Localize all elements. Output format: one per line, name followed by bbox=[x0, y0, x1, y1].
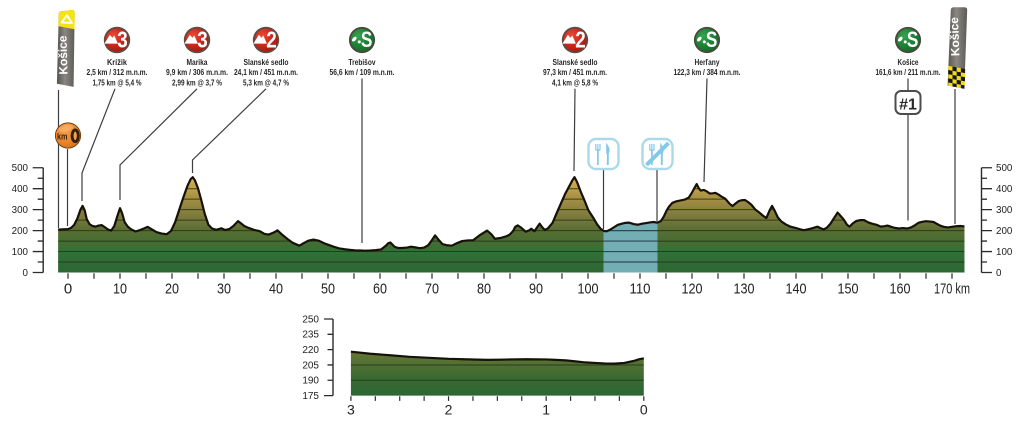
svg-text:km: km bbox=[57, 131, 67, 142]
svg-text:220: 220 bbox=[302, 345, 319, 356]
svg-text:0: 0 bbox=[64, 281, 72, 298]
svg-text:205: 205 bbox=[302, 360, 319, 371]
svg-text:0: 0 bbox=[640, 402, 648, 418]
svg-text:160: 160 bbox=[890, 281, 911, 298]
svg-text:130: 130 bbox=[734, 281, 755, 298]
svg-text:10: 10 bbox=[113, 281, 127, 298]
svg-text:250: 250 bbox=[302, 314, 319, 325]
svg-text:161,6 km / 211 m.n.m.: 161,6 km / 211 m.n.m. bbox=[876, 67, 941, 77]
svg-text:500: 500 bbox=[12, 163, 29, 174]
svg-text:300: 300 bbox=[996, 205, 1013, 216]
svg-text:120: 120 bbox=[682, 281, 703, 298]
svg-text:500: 500 bbox=[996, 163, 1013, 174]
svg-text:80: 80 bbox=[477, 281, 491, 298]
svg-text:Trebišov: Trebišov bbox=[349, 57, 376, 67]
svg-text:2: 2 bbox=[445, 402, 453, 418]
svg-text:122,3 km / 384 m.n.m.: 122,3 km / 384 m.n.m. bbox=[674, 67, 741, 77]
svg-text:#1: #1 bbox=[899, 97, 917, 114]
svg-text:150: 150 bbox=[838, 281, 859, 298]
svg-text:2: 2 bbox=[266, 27, 277, 53]
svg-text:20: 20 bbox=[165, 281, 179, 298]
svg-text:Slanské sedlo: Slanské sedlo bbox=[244, 57, 289, 67]
svg-text:Herľany: Herľany bbox=[695, 57, 720, 67]
svg-text:100: 100 bbox=[12, 247, 29, 258]
svg-text:200: 200 bbox=[996, 226, 1013, 237]
svg-text:1: 1 bbox=[542, 402, 550, 418]
svg-text:2,5 km / 312 m.n.m.: 2,5 km / 312 m.n.m. bbox=[87, 67, 148, 77]
svg-text:100: 100 bbox=[996, 247, 1013, 258]
svg-text:235: 235 bbox=[302, 330, 319, 341]
svg-text:5,3 km @ 4,7 %: 5,3 km @ 4,7 % bbox=[243, 77, 289, 87]
svg-text:Košice: Košice bbox=[898, 57, 919, 67]
svg-text:9,9 km / 306 m.n.m.: 9,9 km / 306 m.n.m. bbox=[166, 67, 228, 77]
svg-text:140: 140 bbox=[786, 281, 807, 298]
svg-text:0: 0 bbox=[23, 268, 29, 279]
svg-text:2,99 km @ 3,7 %: 2,99 km @ 3,7 % bbox=[172, 77, 222, 87]
svg-text:400: 400 bbox=[12, 184, 29, 195]
svg-text:30: 30 bbox=[217, 281, 231, 298]
svg-text:S: S bbox=[706, 27, 718, 52]
svg-text:170 km: 170 km bbox=[934, 281, 970, 298]
svg-text:4,1 km @ 5,8 %: 4,1 km @ 5,8 % bbox=[552, 77, 598, 87]
svg-text:97,3 km / 451 m.n.m.: 97,3 km / 451 m.n.m. bbox=[543, 67, 607, 77]
svg-text:Krížik: Krížik bbox=[107, 57, 127, 67]
svg-text:50: 50 bbox=[321, 281, 335, 298]
svg-text:Košice: Košice bbox=[55, 35, 70, 75]
svg-text:56,6 km / 109 m.n.m.: 56,6 km / 109 m.n.m. bbox=[330, 67, 395, 77]
svg-text:60: 60 bbox=[373, 281, 387, 298]
svg-text:200: 200 bbox=[12, 226, 29, 237]
svg-text:24,1 km / 451 m.n.m.: 24,1 km / 451 m.n.m. bbox=[234, 67, 298, 77]
svg-text:400: 400 bbox=[996, 184, 1013, 195]
svg-text:100: 100 bbox=[578, 281, 599, 298]
svg-text:1,75 km @ 5,4 %: 1,75 km @ 5,4 % bbox=[93, 77, 142, 87]
svg-text:90: 90 bbox=[529, 281, 543, 298]
svg-text:0: 0 bbox=[996, 268, 1002, 279]
svg-text:190: 190 bbox=[302, 376, 319, 387]
svg-text:300: 300 bbox=[12, 205, 29, 216]
svg-text:Slanské sedlo: Slanské sedlo bbox=[553, 57, 598, 67]
svg-text:175: 175 bbox=[302, 391, 319, 402]
svg-text:110: 110 bbox=[630, 281, 651, 298]
svg-text:2: 2 bbox=[575, 27, 586, 53]
svg-text:S: S bbox=[361, 27, 373, 52]
svg-text:70: 70 bbox=[425, 281, 439, 298]
svg-text:3: 3 bbox=[197, 27, 208, 53]
svg-text:Marika: Marika bbox=[187, 57, 208, 67]
svg-text:Košice: Košice bbox=[947, 17, 962, 57]
svg-text:3: 3 bbox=[117, 27, 128, 53]
svg-text:3: 3 bbox=[347, 402, 355, 418]
svg-text:S: S bbox=[907, 27, 919, 52]
svg-text:40: 40 bbox=[269, 281, 283, 298]
